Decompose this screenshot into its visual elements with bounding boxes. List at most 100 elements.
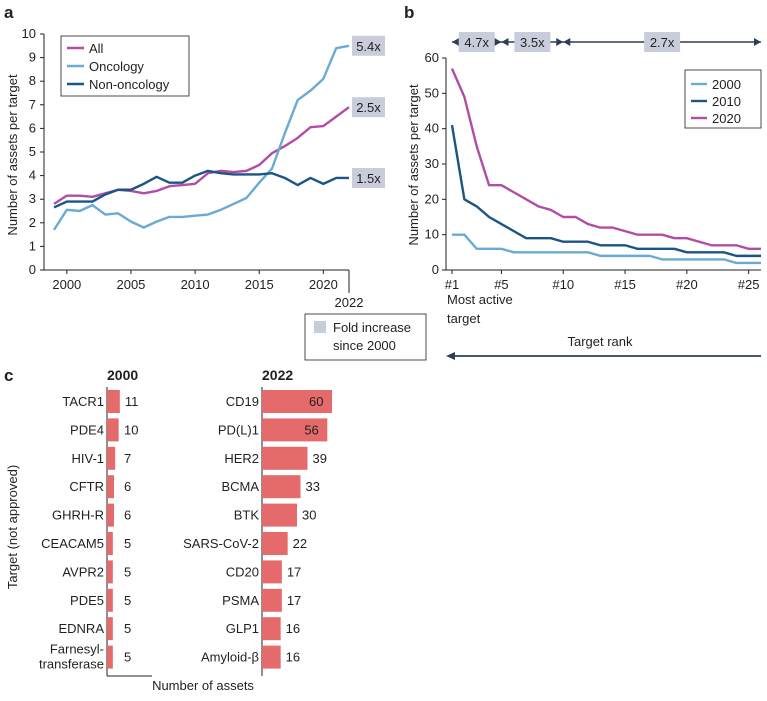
bar-value-label: 5 [124, 621, 131, 636]
x-tick-label: 2000 [52, 277, 81, 292]
bar-category-label: SARS-CoV-2 [183, 536, 259, 551]
bar-value-label: 60 [309, 394, 323, 409]
bar-value-label: 10 [124, 422, 138, 437]
bar-category-label: CD19 [226, 394, 259, 409]
range-arrow-right [494, 38, 502, 46]
fold-increase-key: Fold increase since 2000 [304, 313, 427, 361]
bar [262, 645, 281, 669]
panel-a-fold-labels: 5.4x 2.5x 1.5x [352, 35, 385, 188]
panel-a-ylabel: Number of assets per target [5, 74, 20, 236]
bar [262, 390, 332, 413]
bar-category-label: CFTR [69, 479, 104, 494]
bar [262, 418, 328, 442]
target-rank-arrow [446, 352, 761, 360]
range-label: 4.7x [464, 35, 489, 50]
x-tick-label: #5 [494, 277, 508, 292]
series-line-c2010 [450, 124, 761, 258]
bar-value-label: 16 [286, 650, 300, 665]
range-label: 3.5x [520, 35, 545, 50]
bar [107, 617, 113, 641]
bar [262, 532, 288, 555]
x-tick-label: #15 [614, 277, 636, 292]
range-label: 2.7x [650, 35, 675, 50]
fold-label: 5.4x [356, 39, 381, 54]
bar-value-label: 5 [124, 536, 131, 551]
bar-category-label: PDE5 [70, 593, 104, 608]
bar [107, 390, 120, 413]
bar-category-label: AVPR2 [62, 564, 104, 579]
x-tick-label: 2015 [245, 277, 274, 292]
legend-label-c2000: 2000 [712, 77, 741, 92]
bar-value-label: 17 [287, 564, 301, 579]
bar-value-label: 30 [302, 508, 316, 523]
x-tick-label: #10 [552, 277, 574, 292]
bar-group-title: 2000 [107, 367, 138, 383]
bar-value-label: 5 [124, 593, 131, 608]
fold-key-line1: Fold increase [333, 320, 411, 335]
bar-category-label: CEACAM5 [41, 536, 104, 551]
bar-category-label: HIV-1 [71, 451, 104, 466]
bar-value-label: 16 [286, 621, 300, 636]
x-tick-label: #20 [676, 277, 698, 292]
series-line-c2020 [450, 68, 761, 251]
bar-category-label: GHRH-R [52, 508, 104, 523]
bar-category-label: transferase [39, 657, 104, 672]
legend-label-c2020: 2020 [712, 111, 741, 126]
bar [262, 446, 308, 470]
x-end-label: 2022 [335, 295, 364, 310]
panel-a-y-axis: 0 1 2 3 4 5 6 7 8 9 10 [22, 26, 45, 277]
bar-category-label: GLP1 [226, 621, 259, 636]
fold-box [352, 167, 385, 188]
y-tick-label: 60 [425, 50, 439, 65]
bar [107, 645, 113, 669]
series-line-all [53, 106, 350, 205]
y-tick-label: 9 [29, 50, 36, 65]
legend-label-oncology: Oncology [89, 59, 144, 74]
legend-label-non_oncology: Non-oncology [89, 77, 170, 92]
y-tick-label: 1 [29, 238, 36, 253]
x-tick-label: #25 [738, 277, 760, 292]
bar [107, 532, 113, 555]
panel-c-xlabel: Number of assets [152, 678, 254, 693]
panel-b-range-annotations: 4.7x 3.5x 2.7x [452, 32, 761, 52]
panel-a-series [52, 44, 350, 231]
fold-key-swatch [314, 321, 326, 333]
panel-a-letter: a [4, 3, 14, 22]
x-tick-label: #1 [445, 277, 459, 292]
bar [262, 560, 282, 584]
bar [107, 588, 113, 612]
fold-label: 2.5x [356, 100, 381, 115]
x-tick-label: 2010 [181, 277, 210, 292]
bar-group-title: 2022 [262, 367, 293, 383]
range-arrow-left [501, 38, 509, 46]
range-arrow-right [556, 38, 564, 46]
range-arrow-left [452, 38, 459, 46]
panel-b: b Number of assets per target 0 10 20 30 40 5… [404, 3, 762, 360]
fold-label: 1.5x [356, 171, 381, 186]
bar [107, 418, 119, 442]
bar-value-label: 5 [124, 564, 131, 579]
y-tick-label: 50 [425, 85, 439, 100]
bar-value-label: 17 [287, 593, 301, 608]
panel-b-ylabel: Number of assets per target [406, 84, 421, 246]
y-tick-label: 3 [29, 191, 36, 206]
panel-a-legend: All Oncology Non-oncology [60, 35, 190, 97]
fold-box [352, 35, 385, 56]
panel-b-letter: b [404, 3, 414, 22]
y-tick-label: 2 [29, 215, 36, 230]
bar [107, 503, 114, 527]
bar [107, 475, 114, 499]
bar [262, 588, 282, 612]
y-tick-label: 20 [425, 191, 439, 206]
y-tick-label: 4 [29, 168, 36, 183]
panel-c-letter: c [4, 366, 13, 385]
bar [262, 617, 281, 641]
fold-box [352, 97, 385, 118]
bar-value-label: 22 [293, 536, 307, 551]
y-tick-label: 5 [29, 144, 36, 159]
y-tick-label: 40 [425, 121, 439, 136]
range-arrow-right [754, 38, 761, 46]
panel-b-series [450, 68, 761, 265]
